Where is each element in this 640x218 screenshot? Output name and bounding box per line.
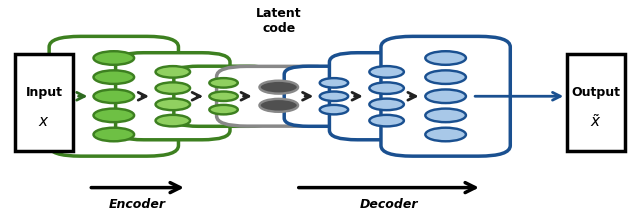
Circle shape — [209, 105, 238, 114]
Circle shape — [426, 51, 466, 65]
FancyBboxPatch shape — [15, 54, 72, 152]
FancyBboxPatch shape — [116, 53, 230, 140]
Circle shape — [156, 115, 190, 126]
Text: Input: Input — [26, 85, 63, 99]
Circle shape — [369, 115, 404, 126]
Circle shape — [369, 99, 404, 110]
Circle shape — [156, 99, 190, 110]
Circle shape — [93, 128, 134, 141]
FancyBboxPatch shape — [284, 66, 384, 126]
Text: Encoder: Encoder — [109, 198, 166, 211]
FancyBboxPatch shape — [568, 54, 625, 152]
Circle shape — [93, 70, 134, 84]
Text: Output: Output — [572, 85, 621, 99]
Text: $\tilde{x}$: $\tilde{x}$ — [590, 113, 602, 130]
Circle shape — [259, 99, 298, 112]
Circle shape — [320, 92, 348, 101]
Circle shape — [320, 105, 348, 114]
Circle shape — [93, 51, 134, 65]
Circle shape — [320, 78, 348, 88]
FancyBboxPatch shape — [330, 53, 444, 140]
FancyBboxPatch shape — [174, 66, 273, 126]
Text: $x$: $x$ — [38, 114, 50, 129]
FancyBboxPatch shape — [216, 66, 341, 126]
Circle shape — [259, 81, 298, 94]
Circle shape — [426, 109, 466, 122]
FancyBboxPatch shape — [381, 36, 510, 156]
Circle shape — [426, 70, 466, 84]
Circle shape — [156, 66, 190, 78]
Circle shape — [426, 89, 466, 103]
Circle shape — [156, 82, 190, 94]
Circle shape — [369, 66, 404, 78]
Text: Latent
code: Latent code — [256, 7, 301, 35]
Circle shape — [369, 82, 404, 94]
FancyBboxPatch shape — [49, 36, 179, 156]
Circle shape — [426, 128, 466, 141]
Circle shape — [209, 92, 238, 101]
Circle shape — [209, 78, 238, 88]
Text: Decoder: Decoder — [360, 198, 418, 211]
Circle shape — [93, 89, 134, 103]
Circle shape — [93, 109, 134, 122]
